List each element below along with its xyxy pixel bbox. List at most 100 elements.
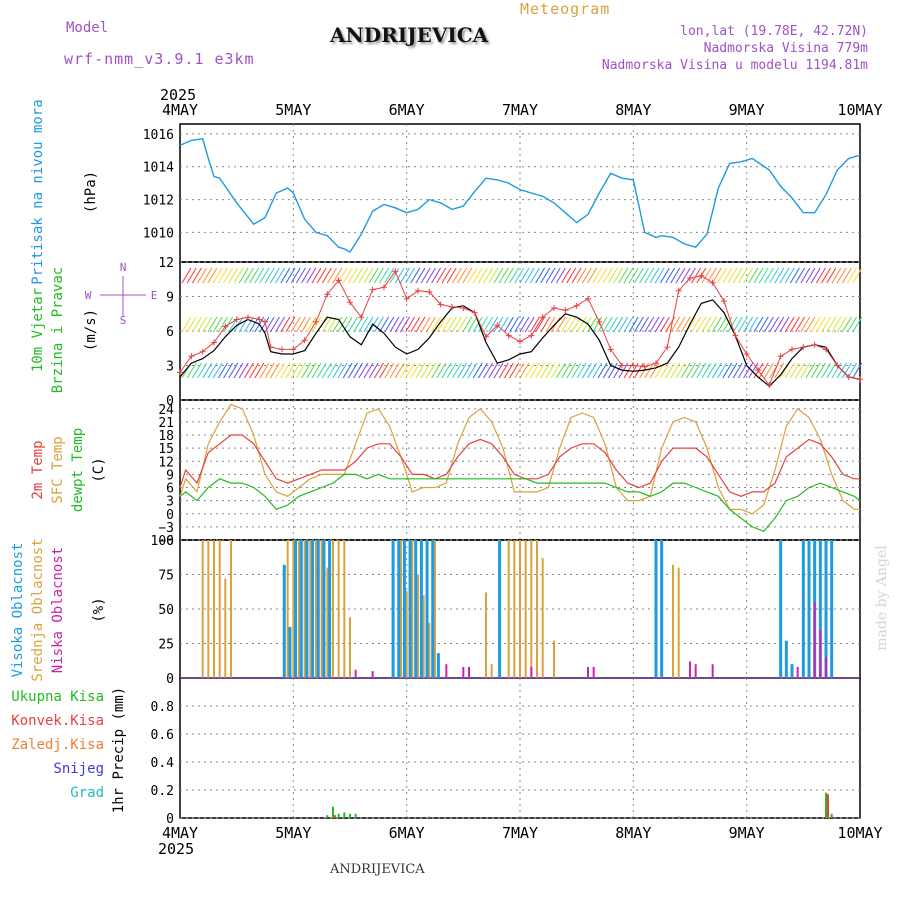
precip-bar [334,815,336,818]
wind-barb [519,316,530,333]
model-label: Model [66,20,109,36]
cloud-bar-niska [354,669,357,678]
x-tick-label-top: 8MAY [615,101,651,119]
wind-barb [306,316,317,333]
wind-barb [384,362,395,379]
wind-barb [259,267,270,284]
wind-barb [701,362,712,379]
wind-barb [306,267,317,284]
wind-barb [727,316,738,333]
wind-barb [576,362,587,379]
gust-marker [698,272,705,279]
wind-barb [795,267,806,284]
y-tick-label: 21 [158,416,174,431]
wind-barb [514,316,525,333]
x-tick-label-bottom: 7MAY [502,824,538,842]
wind-barb [592,267,603,284]
wind-barb [649,316,660,333]
wind-barb [815,362,826,379]
wind-barb [269,362,280,379]
wind-barb [509,362,520,379]
wind-barb [852,316,863,333]
precip-bar [827,794,829,818]
wind-barb [592,316,603,333]
wind-barb [769,316,780,333]
cloud-bar-srednja [400,540,402,678]
wind-barb [623,316,634,333]
wind-barb [795,316,806,333]
dewpt-title: dewpt Temp [70,428,86,512]
wind-barb [758,267,769,284]
wind-barb [410,267,421,284]
cloud-high-title: Visoka Oblacnost [10,543,26,678]
wind-barb [181,267,192,284]
pressure-line [179,138,861,254]
cloud-bar-visoka [830,540,834,678]
wind-barb [503,267,514,284]
wind-barb [805,316,816,333]
cloud-bar-srednja [320,540,323,678]
wind-barb [483,267,494,284]
gust-marker [562,307,569,314]
wind-barb [732,267,743,284]
cloud-bar-visoka [425,540,429,678]
gust-marker [755,367,761,374]
precip-bar [349,813,351,818]
gust-marker [823,346,829,353]
cloud-bar-srednja [490,664,493,678]
wind-barb [763,267,774,284]
wind-barb [545,267,556,284]
precip-bar [677,816,680,818]
wind-barb [670,267,681,284]
panel-frame-0 [179,123,861,263]
wind-barb [774,316,785,333]
gust-marker [211,339,217,346]
gust-marker [222,323,229,330]
wind-barb [675,316,686,333]
wind-barb [321,267,332,284]
wind-barb [748,362,759,379]
wind-barb [197,316,208,333]
wind-barb [275,362,286,379]
wind-barb [795,362,806,379]
wind-barb [836,316,847,333]
wind-barb [800,316,811,333]
cloud-bar-srednja [677,567,680,678]
wind-barb [368,267,379,284]
wind-barb [223,267,234,284]
wind-barb [826,362,837,379]
wind-barb [212,267,223,284]
station-title: ANDRIJEVICA [330,23,489,47]
wind-barb [373,362,384,379]
gust-marker [619,362,625,369]
wind-barb [363,316,374,333]
wind-barb [290,267,301,284]
wind-barb [691,267,702,284]
wind-barb [379,267,390,284]
wind-barb [275,316,286,333]
wind-barb [415,267,426,284]
panel-frame-2 [179,399,861,541]
gust-marker [607,346,614,353]
wind-barb [540,362,551,379]
gust-marker [324,291,331,298]
wind-barb [654,316,665,333]
wind-barb [576,316,587,333]
wind-barb [186,362,197,379]
wind-barb [566,362,577,379]
cloud-bar-niska [819,629,822,678]
gust-marker [675,287,682,294]
wind-barb [306,362,317,379]
wind-barb [353,362,364,379]
wind-barb [841,362,852,379]
wind-barb [566,316,577,333]
cloud-bar-srednja [230,540,232,678]
wind-barb [706,316,717,333]
wind-barb [841,316,852,333]
wind-barb [399,316,410,333]
wind-barb [233,267,244,284]
wind-barb [431,362,442,379]
x-tick-label-top: 7MAY [502,101,538,119]
model-name: wrf-nmm_v3.9.1 e3km [64,50,255,68]
gust-marker [313,318,319,325]
